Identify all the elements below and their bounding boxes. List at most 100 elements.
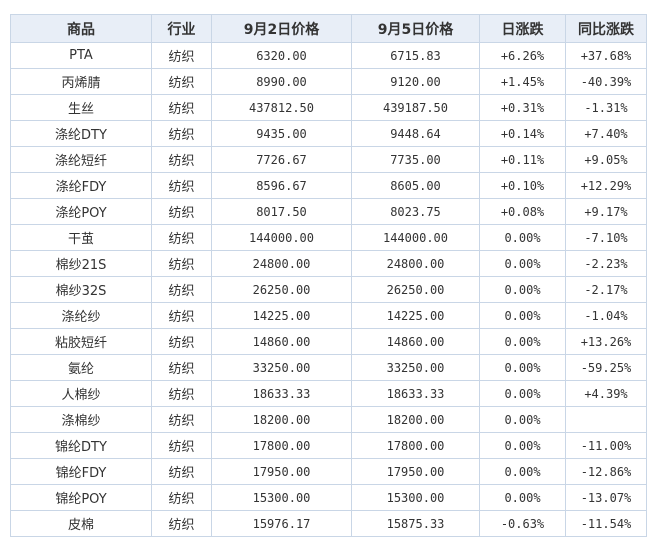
yoy-change-cell: -7.10% [565, 224, 647, 251]
table-row: 涤纶FDY 纺织 8596.67 8605.00 +0.10% +12.29% [10, 172, 647, 199]
price-sep5-cell: 15875.33 [351, 510, 480, 537]
price-sep5-cell: 9120.00 [351, 68, 480, 95]
header-price-sep5: 9月5日价格 [351, 14, 480, 43]
product-name[interactable]: 涤纶DTY [10, 120, 152, 147]
industry-cell: 纺织 [151, 94, 212, 121]
price-sep2-cell: 14860.00 [211, 328, 352, 355]
product-name: 涤棉纱 [10, 406, 152, 433]
price-sep5-cell: 24800.00 [351, 250, 480, 277]
daily-change-cell: 0.00% [479, 250, 566, 277]
product-name[interactable]: 涤纶POY [10, 198, 152, 225]
yoy-change-cell: -59.25% [565, 354, 647, 381]
yoy-change-cell: -40.39% [565, 68, 647, 95]
product-name[interactable]: 锦纶FDY [10, 458, 152, 485]
price-sep5-cell: 15300.00 [351, 484, 480, 511]
industry-cell: 纺织 [151, 276, 212, 303]
industry-cell: 纺织 [151, 458, 212, 485]
price-sep5-cell: 9448.64 [351, 120, 480, 147]
daily-change-cell: +0.31% [479, 94, 566, 121]
product-name: 生丝 [10, 94, 152, 121]
table-row: 锦纶DTY 纺织 17800.00 17800.00 0.00% -11.00% [10, 432, 647, 459]
price-sep5-cell: 8605.00 [351, 172, 480, 199]
price-sep2-cell: 7726.67 [211, 146, 352, 173]
daily-change-cell: 0.00% [479, 302, 566, 329]
header-product: 商品 [10, 14, 152, 43]
yoy-change-cell: -12.86% [565, 458, 647, 485]
yoy-change-cell: -1.31% [565, 94, 647, 121]
price-sep2-cell: 17800.00 [211, 432, 352, 459]
price-sep2-cell: 33250.00 [211, 354, 352, 381]
price-sep2-cell: 17950.00 [211, 458, 352, 485]
price-sep5-cell: 14225.00 [351, 302, 480, 329]
header-price-sep2: 9月2日价格 [211, 14, 352, 43]
product-name: 丙烯腈 [10, 68, 152, 95]
price-sep5-cell: 17800.00 [351, 432, 480, 459]
product-name[interactable]: 锦纶DTY [10, 432, 152, 459]
table-row: 干茧 纺织 144000.00 144000.00 0.00% -7.10% [10, 224, 647, 251]
daily-change-cell: 0.00% [479, 380, 566, 407]
yoy-change-cell: +9.05% [565, 146, 647, 173]
daily-change-cell: 0.00% [479, 224, 566, 251]
yoy-change-cell: -2.23% [565, 250, 647, 277]
product-name[interactable]: 人棉纱 [10, 380, 152, 407]
product-name[interactable]: 粘胶短纤 [10, 328, 152, 355]
industry-cell: 纺织 [151, 406, 212, 433]
daily-change-cell: +0.08% [479, 198, 566, 225]
yoy-change-cell: +9.17% [565, 198, 647, 225]
product-name[interactable]: 棉纱21S [10, 250, 152, 277]
yoy-change-cell: -13.07% [565, 484, 647, 511]
product-name[interactable]: 干茧 [10, 224, 152, 251]
price-sep2-cell: 18200.00 [211, 406, 352, 433]
product-name[interactable]: 涤纶短纤 [10, 146, 152, 173]
price-sep2-cell: 6320.00 [211, 42, 352, 69]
price-sep2-cell: 8017.50 [211, 198, 352, 225]
yoy-change-cell: +7.40% [565, 120, 647, 147]
product-name[interactable]: 氨纶 [10, 354, 152, 381]
yoy-change-cell: +4.39% [565, 380, 647, 407]
yoy-change-cell: +12.29% [565, 172, 647, 199]
product-name[interactable]: 锦纶POY [10, 484, 152, 511]
table-row: 涤纶DTY 纺织 9435.00 9448.64 +0.14% +7.40% [10, 120, 647, 147]
product-name: PTA [10, 42, 152, 69]
price-sep2-cell: 437812.50 [211, 94, 352, 121]
industry-cell: 纺织 [151, 380, 212, 407]
table-row: 锦纶FDY 纺织 17950.00 17950.00 0.00% -12.86% [10, 458, 647, 485]
industry-cell: 纺织 [151, 146, 212, 173]
table-row: 生丝 纺织 437812.50 439187.50 +0.31% -1.31% [10, 94, 647, 121]
table-row: PTA 纺织 6320.00 6715.83 +6.26% +37.68% [10, 42, 647, 69]
product-name[interactable]: 涤纶纱 [10, 302, 152, 329]
industry-cell: 纺织 [151, 484, 212, 511]
industry-cell: 纺织 [151, 250, 212, 277]
header-industry: 行业 [151, 14, 212, 43]
price-sep2-cell: 15976.17 [211, 510, 352, 537]
table-row: 人棉纱 纺织 18633.33 18633.33 0.00% +4.39% [10, 380, 647, 407]
industry-cell: 纺织 [151, 68, 212, 95]
price-sep2-cell: 26250.00 [211, 276, 352, 303]
table-row: 棉纱32S 纺织 26250.00 26250.00 0.00% -2.17% [10, 276, 647, 303]
price-sep2-cell: 18633.33 [211, 380, 352, 407]
header-yoy-change: 同比涨跌 [565, 14, 647, 43]
price-sep5-cell: 18200.00 [351, 406, 480, 433]
industry-cell: 纺织 [151, 510, 212, 537]
price-table: 商品 行业 9月2日价格 9月5日价格 日涨跌 同比涨跌 PTA 纺织 6320.0… [10, 14, 647, 537]
table-row: 棉纱21S 纺织 24800.00 24800.00 0.00% -2.23% [10, 250, 647, 277]
yoy-change-cell: -1.04% [565, 302, 647, 329]
industry-cell: 纺织 [151, 302, 212, 329]
table-row: 皮棉 纺织 15976.17 15875.33 -0.63% -11.54% [10, 510, 647, 537]
table-row: 涤纶POY 纺织 8017.50 8023.75 +0.08% +9.17% [10, 198, 647, 225]
table-row: 氨纶 纺织 33250.00 33250.00 0.00% -59.25% [10, 354, 647, 381]
price-sep5-cell: 7735.00 [351, 146, 480, 173]
daily-change-cell: 0.00% [479, 276, 566, 303]
industry-cell: 纺织 [151, 328, 212, 355]
daily-change-cell: -0.63% [479, 510, 566, 537]
daily-change-cell: 0.00% [479, 354, 566, 381]
price-sep5-cell: 26250.00 [351, 276, 480, 303]
industry-cell: 纺织 [151, 198, 212, 225]
daily-change-cell: +0.14% [479, 120, 566, 147]
daily-change-cell: +1.45% [479, 68, 566, 95]
product-name[interactable]: 涤纶FDY [10, 172, 152, 199]
daily-change-cell: 0.00% [479, 484, 566, 511]
daily-change-cell: +6.26% [479, 42, 566, 69]
product-name: 棉纱32S [10, 276, 152, 303]
price-sep5-cell: 14860.00 [351, 328, 480, 355]
